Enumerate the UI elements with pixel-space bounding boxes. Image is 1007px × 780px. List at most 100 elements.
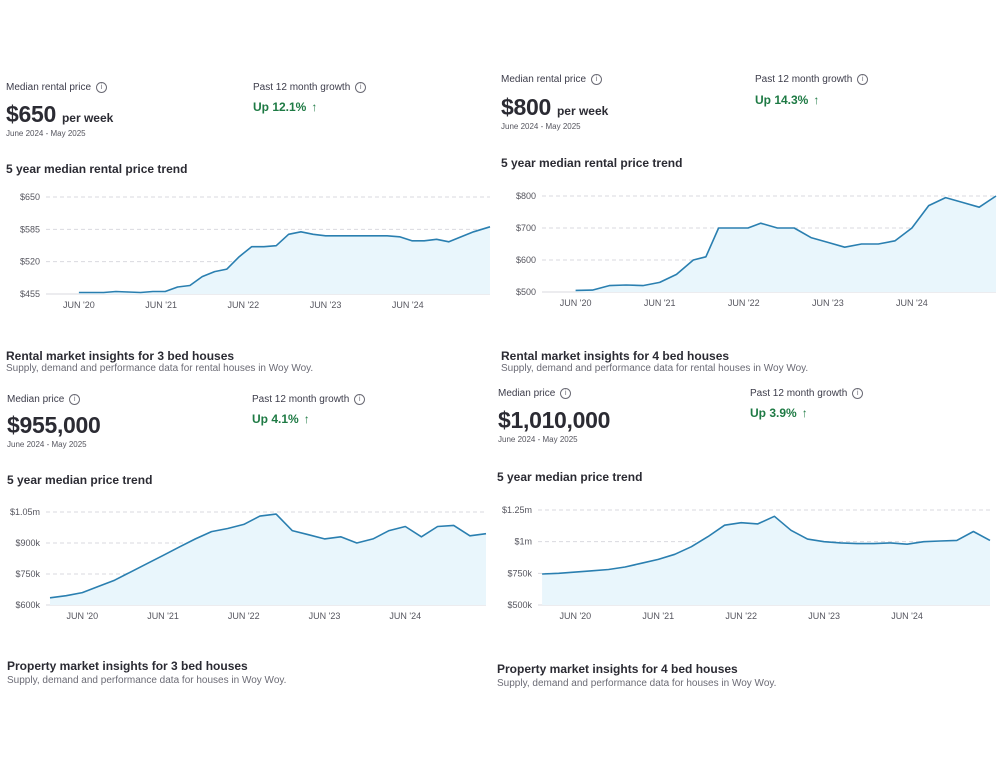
median-price: $650 xyxy=(6,101,56,127)
price-block: $1,010,000 xyxy=(498,407,610,434)
growth-value: Up 12.1% ↑ xyxy=(253,100,317,114)
rental-3bed-section-header: Rental market insights for 3 bed houses … xyxy=(6,349,313,374)
period-label: June 2024 - May 2025 xyxy=(498,435,578,444)
section-title: Rental market insights for 3 bed houses xyxy=(6,349,235,363)
info-icon[interactable]: i xyxy=(857,74,869,85)
metric-label: Median price i xyxy=(7,394,81,406)
y-tick-label: $900k xyxy=(15,538,40,548)
period-label: June 2024 - May 2025 xyxy=(501,122,581,131)
growth-label-text: Past 12 month growth xyxy=(750,388,848,400)
info-icon[interactable]: i xyxy=(96,82,108,93)
x-tick-label: JUN '24 xyxy=(389,611,421,621)
info-icon[interactable]: i xyxy=(355,82,367,93)
info-icon[interactable]: i xyxy=(852,388,864,399)
y-tick-label: $700 xyxy=(516,223,536,233)
y-tick-label: $500k xyxy=(507,600,532,610)
section-subtitle: Supply, demand and performance data for … xyxy=(501,363,809,374)
bottom-section-title: Property market insights for 3 bed house… xyxy=(7,659,248,673)
bottom-section-subtitle: Supply, demand and performance data for … xyxy=(497,678,777,689)
growth-label: Past 12 month growth i xyxy=(750,388,864,400)
metric-label-text: Median rental price xyxy=(501,74,587,86)
sale-3bed-chart: $600k $750k $900k $1.05m JUN '20 JUN '21 JUN '… xyxy=(10,507,487,621)
arrow-up-icon: ↑ xyxy=(311,100,318,114)
x-tick-label: JUN '22 xyxy=(725,611,757,621)
growth-value-text: Up 14.3% xyxy=(755,93,809,107)
growth-label: Past 12 month growth i xyxy=(252,394,366,406)
y-tick-label: $585 xyxy=(20,224,40,234)
x-tick-label: JUN '20 xyxy=(560,298,592,308)
x-tick-label: JUN '20 xyxy=(63,300,95,310)
metric-label-text: Median price xyxy=(498,388,556,400)
x-tick-label: JUN '22 xyxy=(227,300,259,310)
growth-value: Up 14.3% ↑ xyxy=(755,93,819,107)
y-tick-label: $500 xyxy=(516,287,536,297)
x-tick-label: JUN '24 xyxy=(392,300,424,310)
x-tick-label: JUN '21 xyxy=(642,611,674,621)
info-icon[interactable]: i xyxy=(69,394,81,405)
growth-value: Up 4.1% ↑ xyxy=(252,412,310,426)
bottom-section-subtitle: Supply, demand and performance data for … xyxy=(7,675,287,686)
growth-label: Past 12 month growth i xyxy=(253,82,367,94)
chart-title: 5 year median price trend xyxy=(497,470,643,484)
series-line xyxy=(49,513,487,599)
growth-value-text: Up 3.9% xyxy=(750,406,797,420)
rental-4bed-section-header: Rental market insights for 4 bed houses … xyxy=(501,349,808,374)
metric-label: Median rental price i xyxy=(501,74,603,86)
section-title: Rental market insights for 4 bed houses xyxy=(501,349,730,363)
rental-4bed-chart: $500 $600 $700 $800 JUN '20 JUN '21 JUN '22 JUN… xyxy=(516,191,997,308)
x-tick-label: JUN '21 xyxy=(147,611,179,621)
series-area xyxy=(50,514,486,605)
x-tick-label: JUN '20 xyxy=(559,611,591,621)
x-tick-label: JUN '23 xyxy=(812,298,844,308)
metric-label-text: Median rental price xyxy=(6,82,92,94)
y-tick-label: $650 xyxy=(20,192,40,202)
median-price: $1,010,000 xyxy=(498,407,611,433)
y-tick-label: $600k xyxy=(15,600,40,610)
x-tick-label: JUN '23 xyxy=(309,611,341,621)
price-block: $650 per week xyxy=(6,101,113,128)
y-tick-label: $750k xyxy=(507,568,532,578)
price-block: $955,000 xyxy=(7,412,101,439)
period-label: June 2024 - May 2025 xyxy=(7,440,87,449)
series-line xyxy=(78,226,491,294)
series-area xyxy=(542,516,990,605)
bottom-section-title: Property market insights for 4 bed house… xyxy=(497,662,738,676)
rental-3bed-chart: $455 $520 $585 $650 JUN '20 JUN '21 JUN '22 JUN… xyxy=(20,192,491,310)
price-unit: per week xyxy=(61,111,114,125)
rental-4bed-panel: Median rental price i $800 per week June 2… xyxy=(496,0,1007,340)
growth-value-text: Up 12.1% xyxy=(253,100,307,114)
chart-title: 5 year median rental price trend xyxy=(6,162,188,176)
period-label: June 2024 - May 2025 xyxy=(6,129,86,138)
x-tick-label: JUN '24 xyxy=(891,611,923,621)
x-tick-label: JUN '23 xyxy=(310,300,342,310)
x-tick-label: JUN '24 xyxy=(896,298,928,308)
x-tick-label: JUN '21 xyxy=(644,298,676,308)
series-area xyxy=(78,226,491,294)
section-subtitle: Supply, demand and performance data for … xyxy=(6,363,314,374)
series-area xyxy=(575,196,996,292)
chart-title: 5 year median rental price trend xyxy=(501,156,683,170)
arrow-up-icon: ↑ xyxy=(801,406,808,420)
growth-label-text: Past 12 month growth xyxy=(253,82,351,94)
growth-label-text: Past 12 month growth xyxy=(252,394,350,406)
price-block: $800 per week xyxy=(501,94,608,121)
y-tick-label: $520 xyxy=(20,257,40,267)
x-tick-label: JUN '22 xyxy=(728,298,760,308)
median-price: $800 xyxy=(501,94,551,120)
metric-label: Median price i xyxy=(498,388,572,400)
x-tick-label: JUN '22 xyxy=(228,611,260,621)
arrow-up-icon: ↑ xyxy=(813,93,820,107)
growth-label: Past 12 month growth i xyxy=(755,74,869,86)
info-icon[interactable]: i xyxy=(591,74,603,85)
price-unit: per week xyxy=(556,104,609,118)
arrow-up-icon: ↑ xyxy=(303,412,310,426)
x-tick-label: JUN '23 xyxy=(808,611,840,621)
metric-label: Median rental price i xyxy=(6,82,108,94)
growth-label-text: Past 12 month growth xyxy=(755,74,853,86)
y-tick-label: $800 xyxy=(516,191,536,201)
info-icon[interactable]: i xyxy=(354,394,366,405)
metric-label-text: Median price xyxy=(7,394,65,406)
y-tick-label: $600 xyxy=(516,255,536,265)
sale-3bed-panel: Median price i $955,000 June 2024 - May 2… xyxy=(0,380,500,780)
info-icon[interactable]: i xyxy=(560,388,572,399)
